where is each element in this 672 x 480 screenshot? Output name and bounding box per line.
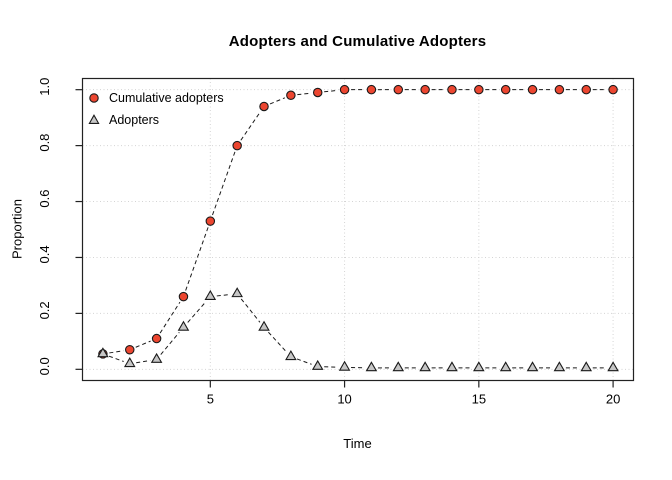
- point-cumulative-adopters: [232, 140, 242, 151]
- chart-title: Adopters and Cumulative Adopters: [228, 33, 487, 50]
- series-cumulative-adopters: [98, 84, 618, 359]
- point-cumulative-adopters: [151, 333, 162, 344]
- point-adopters: [365, 361, 378, 372]
- series-segment: [324, 89, 339, 93]
- legend-item-adopters: Adopters: [86, 109, 224, 131]
- x-tick-label: 10: [337, 392, 351, 407]
- legend-item-cumulative-adopters: Cumulative adopters: [86, 87, 224, 109]
- point-adopters: [607, 361, 619, 372]
- point-adopters: [204, 289, 217, 300]
- series-segment: [296, 358, 312, 365]
- point-cumulative-adopters: [393, 84, 404, 95]
- series-segment: [109, 350, 124, 354]
- y-tick-label: 0.2: [37, 301, 52, 319]
- series-segment: [160, 332, 180, 355]
- series-segment: [216, 293, 231, 297]
- point-adopters: [150, 352, 163, 363]
- point-adopters: [97, 347, 109, 358]
- point-adopters: [499, 361, 512, 372]
- point-cumulative-adopters: [608, 84, 618, 95]
- point-cumulative-adopters: [286, 90, 296, 101]
- point-adopters: [311, 359, 324, 370]
- series-segment: [268, 331, 287, 353]
- series-segment: [135, 340, 151, 348]
- legend-triangle-icon: [88, 114, 100, 124]
- point-cumulative-adopters: [500, 84, 511, 95]
- legend-label-adopters: Adopters: [109, 113, 160, 127]
- series-segment: [108, 355, 124, 362]
- point-adopters: [473, 361, 485, 372]
- point-cumulative-adopters: [447, 84, 457, 95]
- series-segment: [240, 298, 261, 323]
- series-segment: [159, 301, 181, 334]
- series-segment: [269, 97, 286, 105]
- x-axis-label: Time: [343, 436, 372, 451]
- point-cumulative-adopters: [339, 84, 350, 95]
- point-adopters: [285, 350, 297, 361]
- y-axis: 0.0 0.2 0.4 0.6 0.8 1.0: [37, 78, 83, 375]
- point-cumulative-adopters: [259, 101, 269, 112]
- point-cumulative-adopters: [527, 84, 538, 95]
- y-tick-label: 1.0: [37, 78, 52, 96]
- point-cumulative-adopters: [581, 84, 591, 95]
- y-tick-label: 0.6: [37, 189, 52, 207]
- x-tick-label: 20: [606, 392, 620, 407]
- point-adopters: [231, 287, 243, 298]
- series-segment: [136, 360, 151, 364]
- legend-circle-icon: [89, 93, 99, 103]
- point-cumulative-adopters: [474, 84, 484, 95]
- series-segment: [240, 111, 261, 141]
- series-segment: [212, 151, 236, 216]
- point-adopters: [177, 320, 190, 331]
- legend-label-cumulative-adopters: Cumulative adopters: [109, 91, 224, 105]
- point-adopters: [123, 357, 136, 368]
- y-tick-label: 0.8: [37, 134, 52, 152]
- point-adopters: [553, 361, 566, 372]
- series-segment: [297, 92, 312, 96]
- legend: Cumulative adopters Adopters: [86, 87, 224, 131]
- series-segment: [185, 227, 209, 291]
- point-cumulative-adopters: [312, 87, 323, 98]
- point-cumulative-adopters: [178, 291, 189, 302]
- point-cumulative-adopters: [125, 344, 135, 355]
- point-adopters: [580, 361, 593, 372]
- y-axis-label: Proportion: [9, 199, 25, 259]
- x-tick-label: 15: [472, 392, 486, 407]
- point-adopters: [419, 361, 431, 372]
- point-adopters: [258, 320, 270, 331]
- y-tick-label: 0.0: [37, 357, 52, 375]
- x-tick-label: 5: [207, 392, 214, 407]
- point-cumulative-adopters: [205, 216, 216, 226]
- point-adopters: [446, 361, 458, 372]
- plot-box: [81, 77, 635, 382]
- point-adopters: [526, 361, 539, 372]
- x-axis: 5 10 15 20: [207, 380, 620, 407]
- point-cumulative-adopters: [554, 84, 565, 95]
- point-adopters: [338, 360, 351, 371]
- point-cumulative-adopters: [420, 84, 430, 95]
- series-segment: [187, 301, 207, 323]
- point-cumulative-adopters: [366, 84, 377, 95]
- y-tick-label: 0.4: [37, 245, 52, 263]
- series-adopters: [97, 287, 619, 372]
- point-adopters: [392, 361, 405, 372]
